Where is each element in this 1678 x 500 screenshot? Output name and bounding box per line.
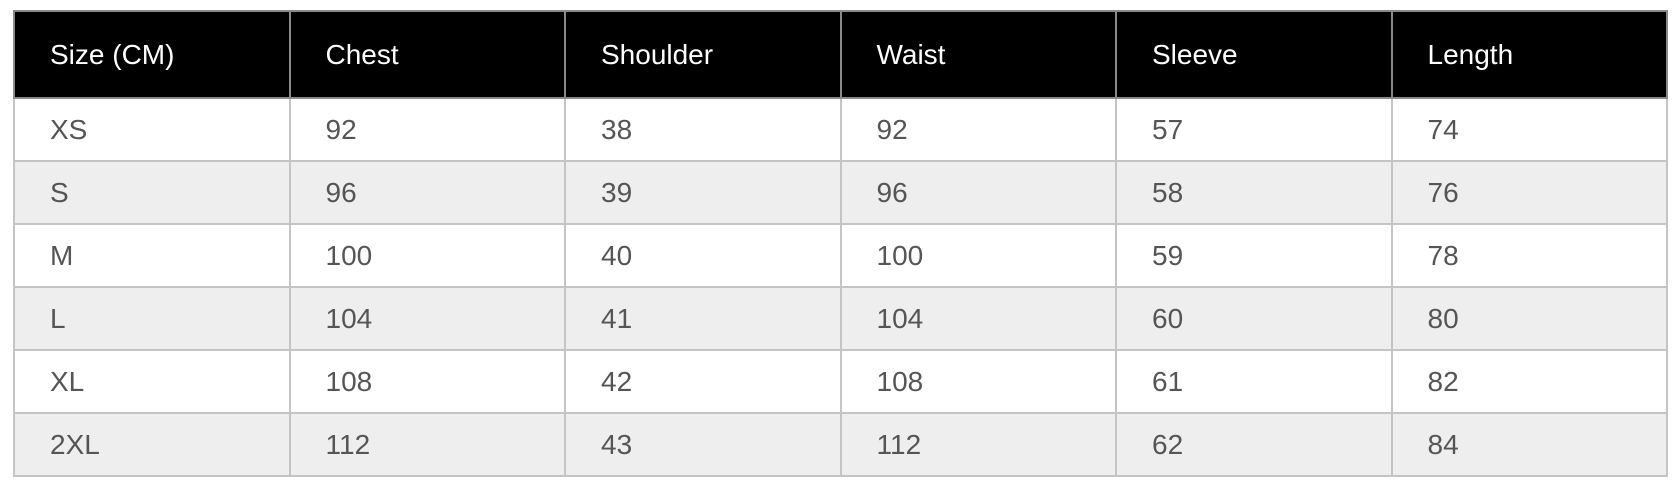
- cell-length: 74: [1390, 97, 1668, 162]
- cell-size: M: [13, 223, 291, 288]
- cell-sleeve: 62: [1115, 412, 1393, 477]
- cell-size: 2XL: [13, 412, 291, 477]
- cell-waist: 112: [839, 412, 1117, 477]
- cell-waist: 92: [839, 97, 1117, 162]
- cell-waist: 96: [839, 160, 1117, 225]
- table-row: M 100 40 100 59 78: [13, 223, 1668, 288]
- cell-shoulder: 39: [564, 160, 842, 225]
- size-chart-table: Size (CM) Chest Shoulder Waist Sleeve Le…: [13, 10, 1668, 477]
- cell-size: S: [13, 160, 291, 225]
- cell-length: 82: [1390, 349, 1668, 414]
- table-row: 2XL 112 43 112 62 84: [13, 412, 1668, 477]
- cell-waist: 108: [839, 349, 1117, 414]
- header-shoulder: Shoulder: [564, 10, 842, 99]
- header-length: Length: [1390, 10, 1668, 99]
- header-row: Size (CM) Chest Shoulder Waist Sleeve Le…: [13, 10, 1668, 99]
- cell-chest: 100: [288, 223, 566, 288]
- table-row: XL 108 42 108 61 82: [13, 349, 1668, 414]
- cell-shoulder: 38: [564, 97, 842, 162]
- cell-sleeve: 58: [1115, 160, 1393, 225]
- cell-waist: 104: [839, 286, 1117, 351]
- cell-shoulder: 42: [564, 349, 842, 414]
- cell-length: 80: [1390, 286, 1668, 351]
- header-chest: Chest: [288, 10, 566, 99]
- header-size: Size (CM): [13, 10, 291, 99]
- cell-waist: 100: [839, 223, 1117, 288]
- cell-length: 84: [1390, 412, 1668, 477]
- cell-chest: 112: [288, 412, 566, 477]
- cell-chest: 104: [288, 286, 566, 351]
- cell-chest: 96: [288, 160, 566, 225]
- header-waist: Waist: [839, 10, 1117, 99]
- cell-sleeve: 59: [1115, 223, 1393, 288]
- table-row: S 96 39 96 58 76: [13, 160, 1668, 225]
- cell-size: XS: [13, 97, 291, 162]
- cell-sleeve: 61: [1115, 349, 1393, 414]
- cell-chest: 92: [288, 97, 566, 162]
- header-sleeve: Sleeve: [1115, 10, 1393, 99]
- cell-size: L: [13, 286, 291, 351]
- cell-shoulder: 41: [564, 286, 842, 351]
- table-row: XS 92 38 92 57 74: [13, 97, 1668, 162]
- cell-shoulder: 43: [564, 412, 842, 477]
- cell-sleeve: 57: [1115, 97, 1393, 162]
- cell-shoulder: 40: [564, 223, 842, 288]
- cell-chest: 108: [288, 349, 566, 414]
- cell-length: 76: [1390, 160, 1668, 225]
- cell-size: XL: [13, 349, 291, 414]
- cell-length: 78: [1390, 223, 1668, 288]
- table-row: L 104 41 104 60 80: [13, 286, 1668, 351]
- cell-sleeve: 60: [1115, 286, 1393, 351]
